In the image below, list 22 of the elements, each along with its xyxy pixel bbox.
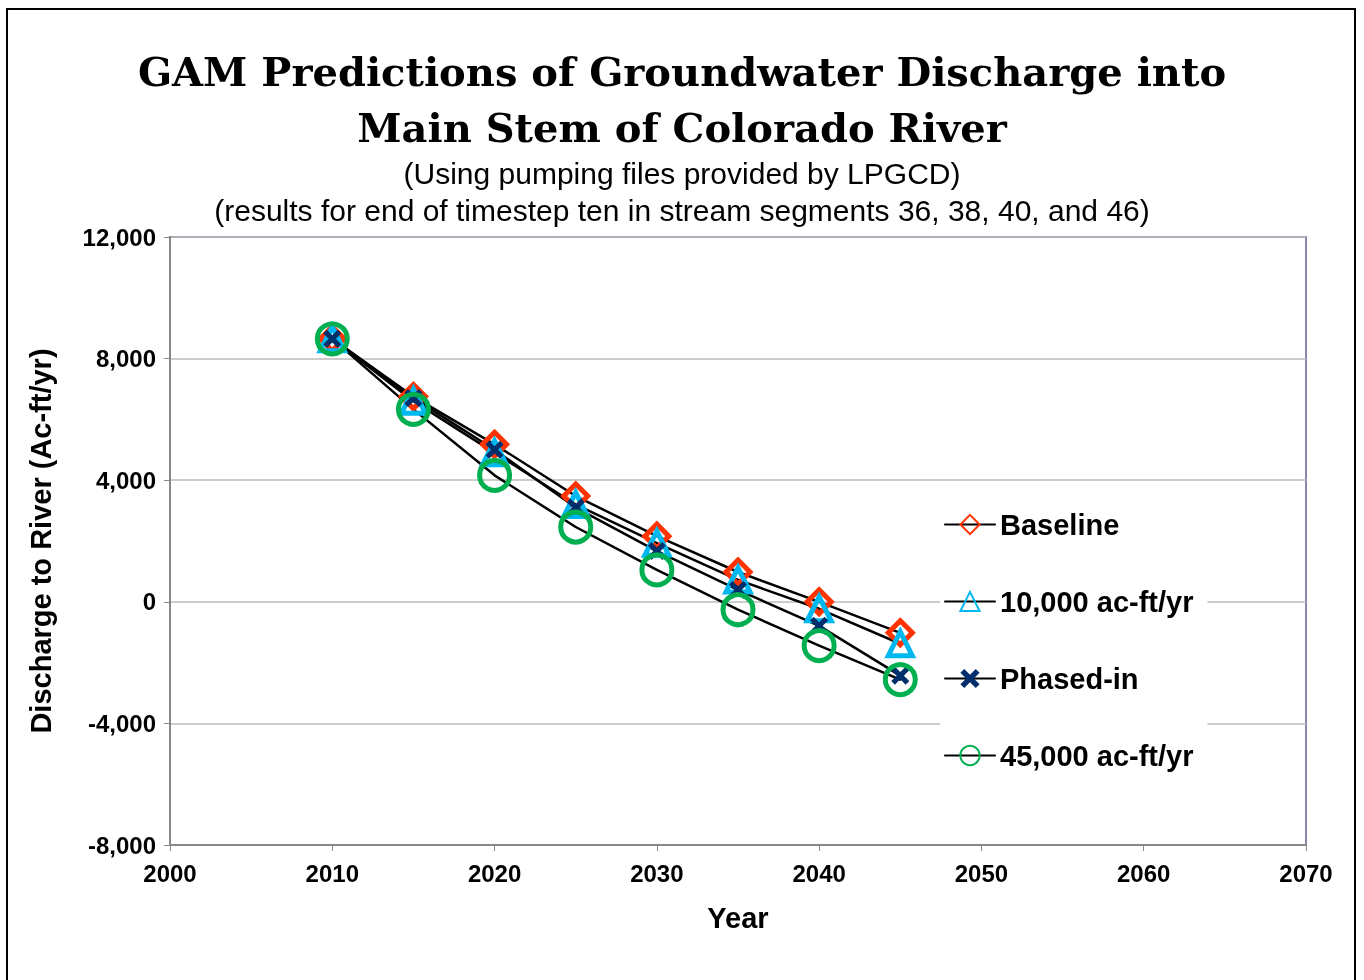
y-tick-label: -4,000 [87, 709, 156, 737]
legend-label: Baseline [1000, 508, 1120, 541]
x-tick-label: 2000 [143, 859, 197, 887]
y-tick-label: 12,000 [82, 223, 156, 251]
x-tick-label: 2040 [792, 859, 846, 887]
y-tick-label: 8,000 [95, 345, 156, 373]
chart-subtitle: (Using pumping files provided by LPGCD) (results for end of timestep ten in stream segments 36, 38, 40, and 46) [214, 157, 1150, 227]
y-tick-label: -8,000 [87, 831, 156, 859]
legend-label: 45,000 ac-ft/yr [1000, 739, 1194, 772]
legend-label: Phased-in [1000, 662, 1139, 695]
y-tick-label: 0 [142, 588, 156, 616]
x-tick-label: 2050 [954, 859, 1009, 887]
x-axis-title: Year [707, 901, 769, 934]
y-axis-title: Discharge to River (Ac-ft/yr) [24, 348, 57, 734]
legend-label: 10,000 ac-ft/yr [1000, 585, 1194, 618]
x-tick-label: 2020 [467, 859, 522, 887]
y-tick-label: 4,000 [95, 466, 156, 494]
x-tick-label: 2010 [305, 859, 359, 887]
x-tick-label: 2070 [1279, 859, 1333, 887]
x-tick-label: 2060 [1117, 859, 1171, 887]
chart-title: GAM Predictions of Groundwater Discharge into Main Stem of Colorado River [137, 47, 1227, 151]
x-tick-label: 2030 [630, 859, 684, 887]
